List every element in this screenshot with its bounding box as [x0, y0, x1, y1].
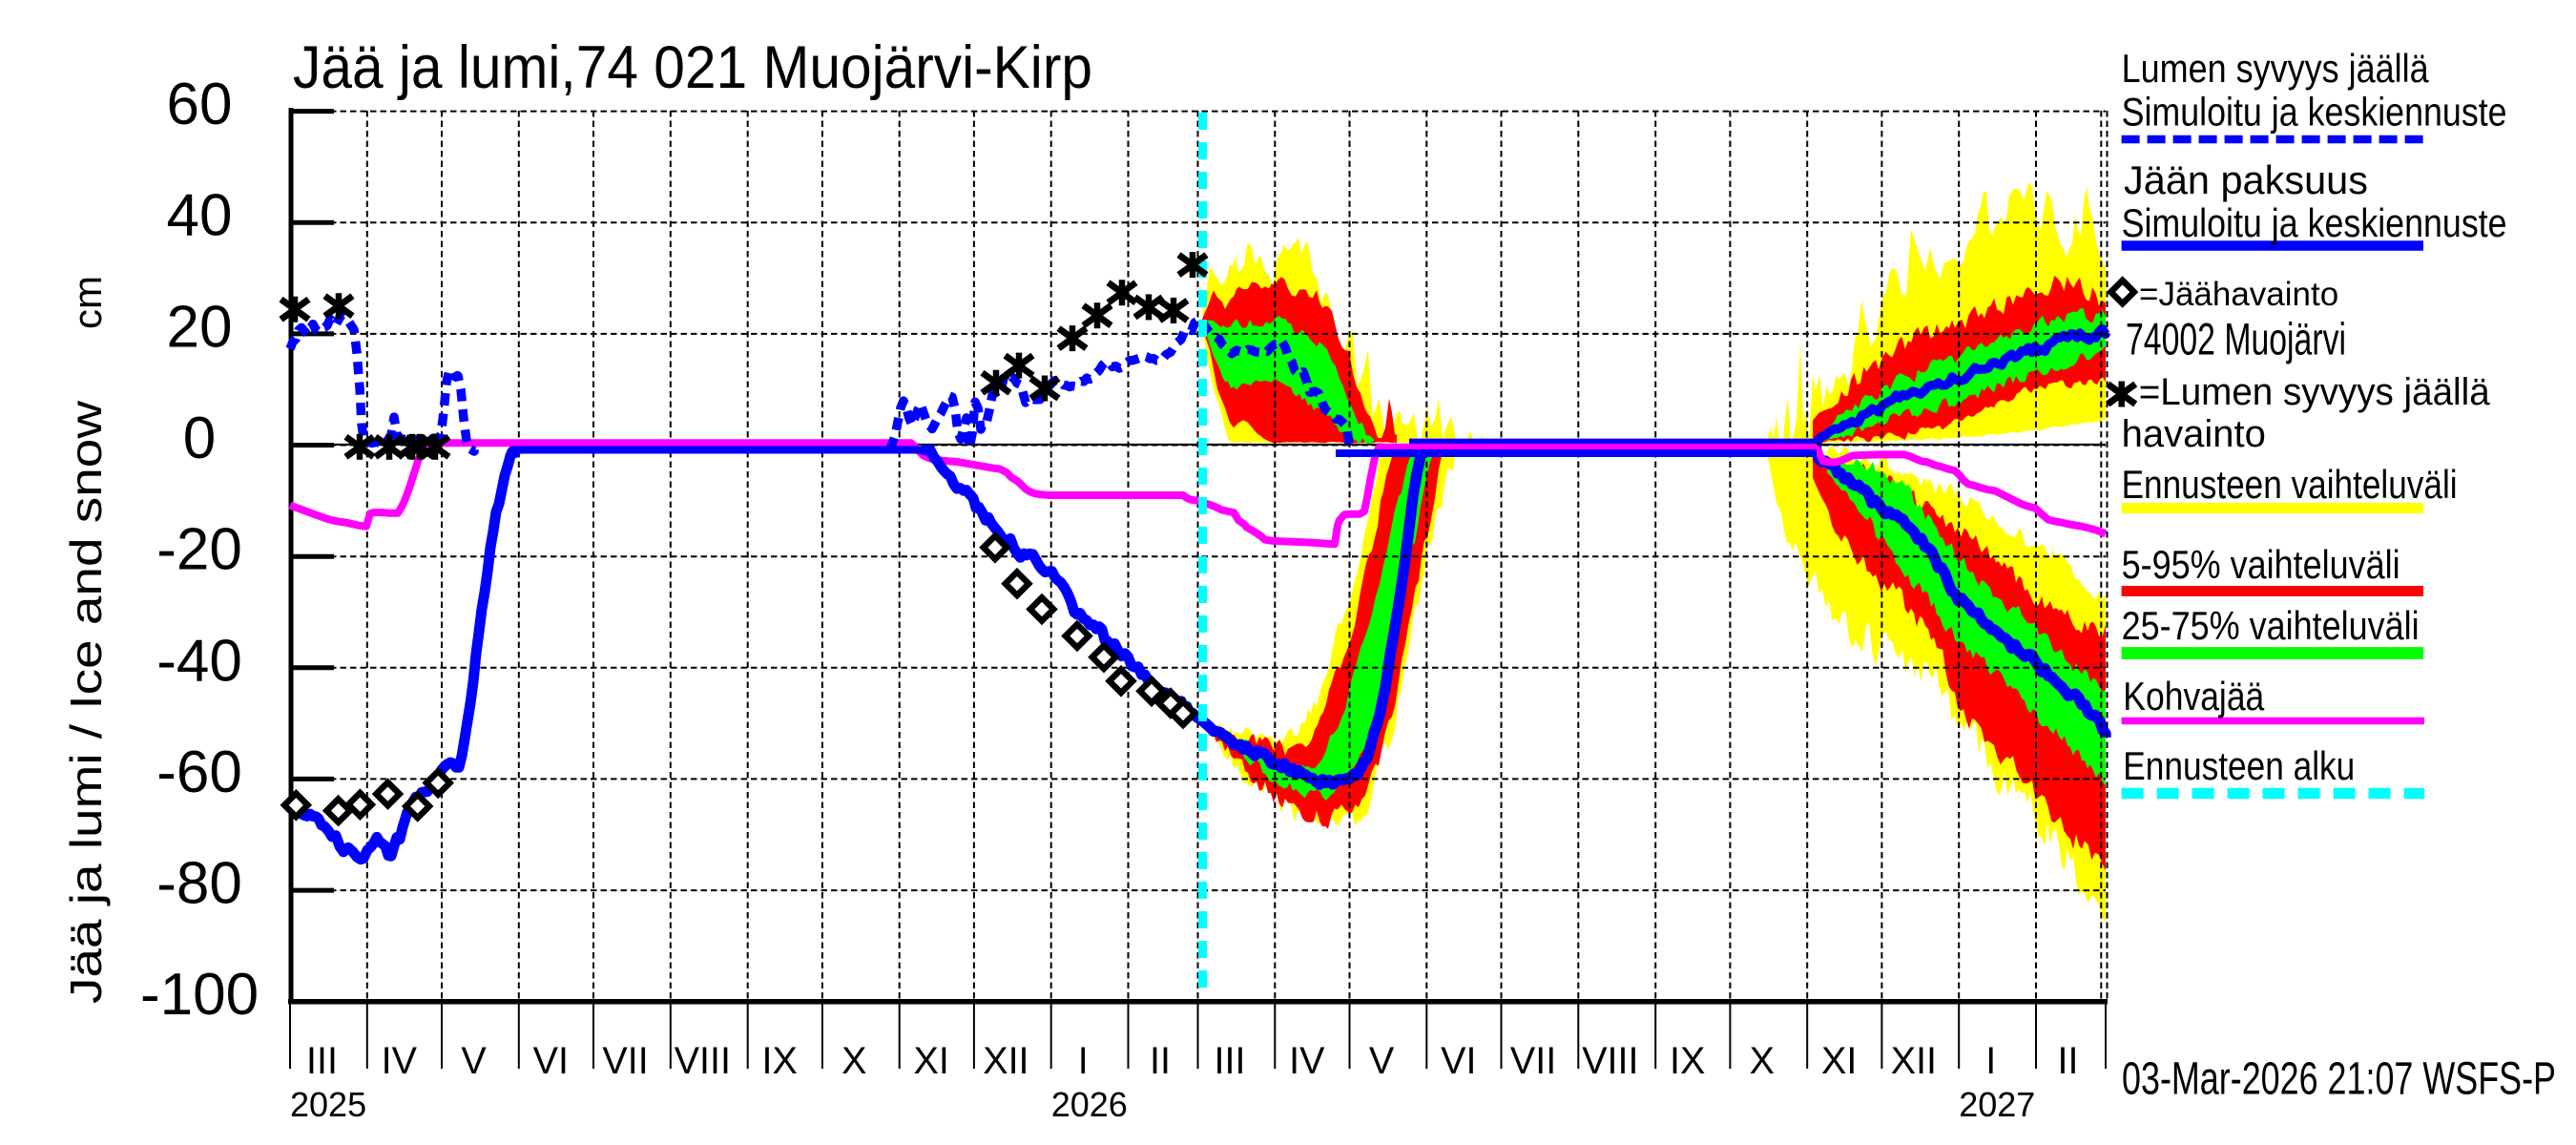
svg-text:IV: IV [382, 1040, 418, 1082]
svg-text:Lumen syvyys jäällä: Lumen syvyys jäällä [2122, 46, 2430, 91]
svg-text:XII: XII [1891, 1040, 1937, 1082]
svg-text:X: X [841, 1040, 866, 1082]
svg-text:II: II [2058, 1040, 2079, 1082]
svg-text:VI: VI [1441, 1040, 1476, 1082]
svg-text:03-Mar-2026 21:07 WSFS-P: 03-Mar-2026 21:07 WSFS-P [2122, 1054, 2556, 1105]
svg-text:0: 0 [183, 406, 216, 471]
svg-text:IV: IV [1289, 1040, 1325, 1082]
svg-text:40: 40 [167, 183, 233, 249]
svg-text:-60: -60 [156, 739, 242, 805]
svg-text:II: II [1150, 1040, 1171, 1082]
svg-text:74002 Muojärvi: 74002 Muojärvi [2126, 314, 2346, 364]
svg-text:2027: 2027 [1959, 1085, 2035, 1124]
svg-text:VII: VII [602, 1040, 648, 1082]
svg-text:XI: XI [1821, 1040, 1857, 1082]
svg-text:III: III [306, 1040, 338, 1082]
svg-text:I: I [1078, 1040, 1089, 1082]
svg-text:Ennusteen alku: Ennusteen alku [2123, 743, 2355, 788]
svg-text:V: V [1369, 1040, 1395, 1082]
svg-text:havainto: havainto [2122, 413, 2266, 455]
svg-text:2026: 2026 [1051, 1085, 1128, 1124]
svg-text:VII: VII [1510, 1040, 1556, 1082]
svg-text:2025: 2025 [290, 1085, 366, 1124]
svg-text:XI: XI [914, 1040, 949, 1082]
svg-text:-100: -100 [140, 962, 259, 1028]
svg-text:-80: -80 [156, 851, 242, 917]
svg-text:Kohvajää: Kohvajää [2123, 674, 2265, 718]
svg-text:IX: IX [1670, 1040, 1705, 1082]
svg-text:Jään paksuus: Jään paksuus [2124, 157, 2368, 202]
svg-text:XII: XII [983, 1040, 1028, 1082]
svg-text:I: I [1985, 1040, 1996, 1082]
svg-text:Simuloitu ja keskiennuste: Simuloitu ja keskiennuste [2122, 90, 2507, 135]
svg-text:=Lumen syvyys jäällä: =Lumen syvyys jäällä [2139, 371, 2491, 413]
svg-text:=Jäähavainto: =Jäähavainto [2139, 276, 2338, 313]
svg-text:Jää ja lumi,74 021 Muojärvi-Ki: Jää ja lumi,74 021 Muojärvi-Kirp [293, 34, 1092, 101]
svg-text:Jää ja lumi / Ice and snow: Jää ja lumi / Ice and snow [61, 400, 111, 1004]
svg-text:X: X [1750, 1040, 1775, 1082]
svg-text:-20: -20 [156, 517, 242, 583]
svg-text:VIII: VIII [675, 1040, 731, 1082]
svg-text:Ennusteen vaihteluväli: Ennusteen vaihteluväli [2122, 462, 2458, 507]
svg-text:VI: VI [533, 1040, 569, 1082]
svg-text:III: III [1215, 1040, 1246, 1082]
svg-text:5-95% vaihteluväli: 5-95% vaihteluväli [2122, 542, 2400, 587]
svg-text:Simuloitu ja keskiennuste: Simuloitu ja keskiennuste [2122, 200, 2507, 245]
svg-text:cm: cm [65, 276, 110, 329]
svg-text:VIII: VIII [1582, 1040, 1638, 1082]
svg-text:20: 20 [167, 294, 233, 360]
svg-text:IX: IX [761, 1040, 797, 1082]
svg-text:-40: -40 [156, 628, 242, 694]
svg-text:25-75% vaihteluväli: 25-75% vaihteluväli [2122, 603, 2420, 648]
svg-text:60: 60 [167, 72, 233, 137]
svg-text:V: V [461, 1040, 487, 1082]
